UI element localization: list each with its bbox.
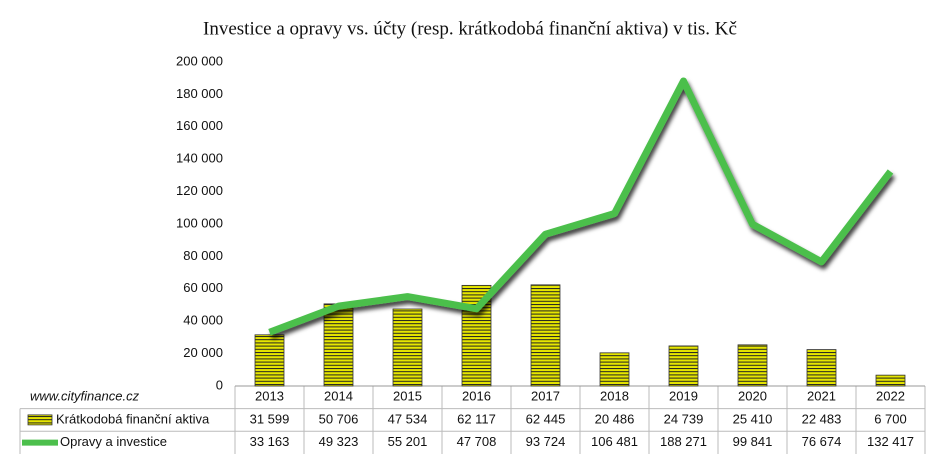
x-tick-label: 2022	[876, 389, 905, 404]
x-tick-label: 2014	[324, 389, 353, 404]
table-value: 55 201	[388, 434, 428, 449]
table-value: 47 708	[457, 434, 497, 449]
y-tick-label: 120 000	[176, 183, 223, 198]
y-tick-label: 180 000	[176, 86, 223, 101]
y-tick-label: 60 000	[183, 280, 223, 295]
x-tick-label: 2015	[393, 389, 422, 404]
table-value: 33 163	[250, 434, 290, 449]
table-value: 20 486	[595, 411, 635, 426]
table-value: 132 417	[867, 434, 914, 449]
table-value: 47 534	[388, 411, 428, 426]
y-tick-label: 160 000	[176, 118, 223, 133]
x-tick-label: 2013	[255, 389, 284, 404]
y-tick-label: 20 000	[183, 345, 223, 360]
table-value: 106 481	[591, 434, 638, 449]
table-value: 93 724	[526, 434, 566, 449]
table-value: 49 323	[319, 434, 359, 449]
x-tick-label: 2020	[738, 389, 767, 404]
legend-label: Krátkodobá finanční aktiva	[56, 411, 210, 426]
bar	[461, 284, 492, 387]
table-value: 24 739	[664, 411, 704, 426]
y-tick-label: 40 000	[183, 313, 223, 328]
chart-title: Investice a opravy vs. účty (resp. krátk…	[203, 18, 737, 39]
table-value: 22 483	[802, 411, 842, 426]
bar	[737, 344, 768, 387]
bar	[668, 345, 699, 387]
bar	[392, 308, 423, 387]
x-tick-label: 2019	[669, 389, 698, 404]
x-tick-label: 2021	[807, 389, 836, 404]
table-value: 99 841	[733, 434, 773, 449]
y-tick-label: 140 000	[176, 151, 223, 166]
table-value: 62 445	[526, 411, 566, 426]
bar	[254, 334, 285, 387]
bar	[530, 284, 561, 387]
bar	[323, 303, 354, 387]
line	[268, 77, 894, 336]
table-value: 6 700	[874, 411, 907, 426]
y-tick-label: 0	[216, 377, 223, 392]
table-value: 76 674	[802, 434, 842, 449]
bar	[875, 374, 906, 387]
y-tick-label: 80 000	[183, 248, 223, 263]
table-value: 188 271	[660, 434, 707, 449]
y-tick-label: 200 000	[176, 53, 223, 68]
x-tick-label: 2016	[462, 389, 491, 404]
table-value: 31 599	[250, 411, 290, 426]
table-value: 50 706	[319, 411, 359, 426]
y-tick-label: 100 000	[176, 215, 223, 230]
x-tick-label: 2017	[531, 389, 560, 404]
watermark: www.cityfinance.cz	[30, 388, 140, 403]
bar	[599, 352, 630, 387]
x-tick-label: 2018	[600, 389, 629, 404]
legend-label: Opravy a investice	[60, 434, 167, 449]
bar	[806, 349, 837, 387]
table-value: 25 410	[733, 411, 773, 426]
table-value: 62 117	[457, 411, 496, 426]
legend-swatch	[27, 414, 53, 426]
